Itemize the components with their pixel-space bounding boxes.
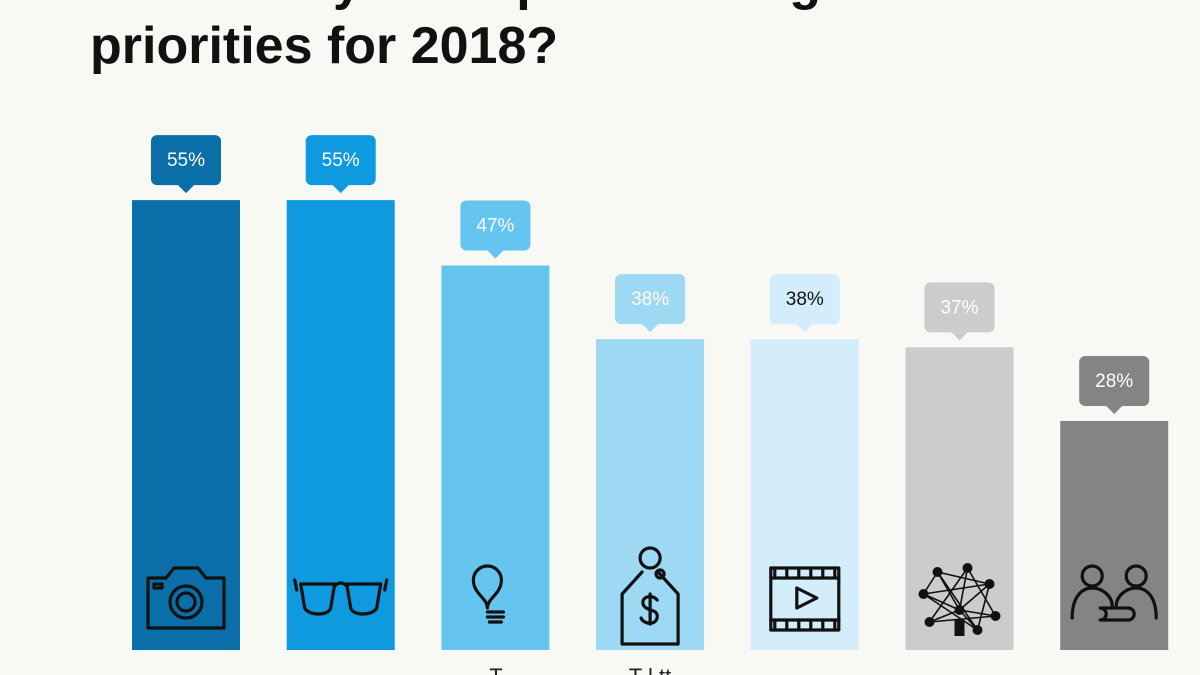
bar-group: 37% [906, 282, 1014, 650]
bar-group: 38% [751, 274, 859, 650]
bar-group: 55% [132, 135, 240, 650]
data-label: 37% [940, 297, 978, 318]
data-label: 55% [167, 150, 205, 171]
data-label: 55% [322, 150, 360, 171]
data-label: 38% [631, 289, 669, 310]
data-label: 47% [476, 216, 514, 237]
category-label: T [489, 664, 502, 675]
bar-group: 38% [596, 274, 704, 650]
bar-group: 47% [441, 201, 549, 650]
bar-chart: 55% 55% 47% 38% 38% 37% 28% T T l tt [0, 0, 1200, 675]
data-label: 28% [1095, 371, 1133, 392]
bar-group: 55% [287, 135, 395, 650]
data-label: 38% [786, 289, 824, 310]
bar [1060, 421, 1168, 650]
bar-group: 28% [1060, 356, 1168, 650]
category-label: T l tt [629, 664, 671, 675]
